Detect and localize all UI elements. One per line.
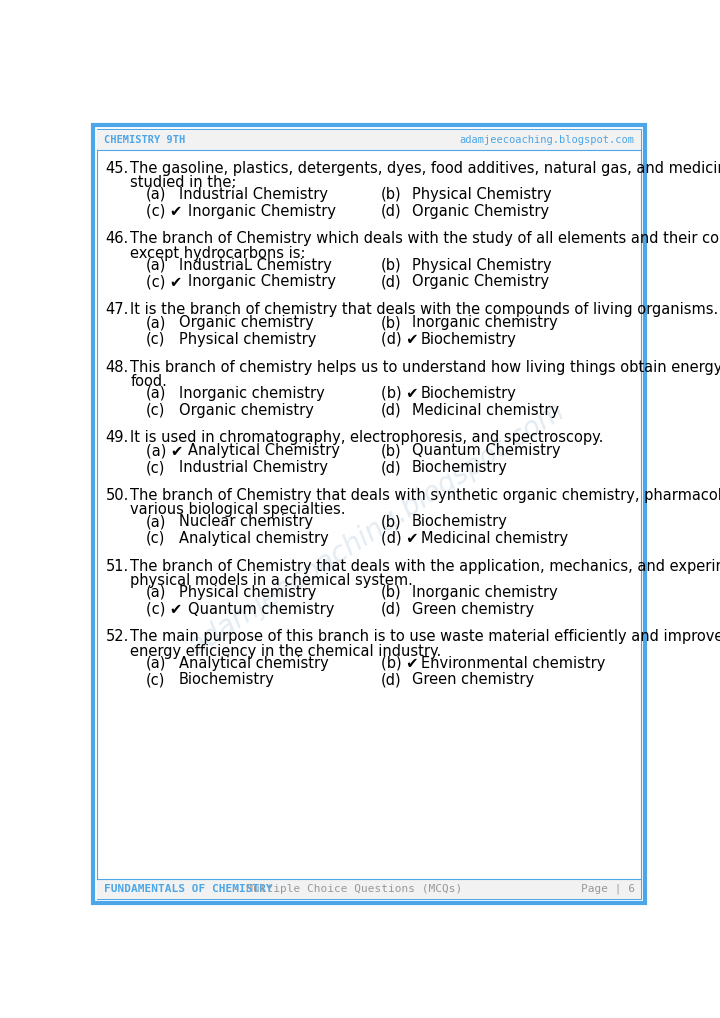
Text: 49.: 49. bbox=[106, 431, 129, 446]
Text: (c): (c) bbox=[145, 673, 165, 687]
Text: The main purpose of this branch is to use waste material efficiently and improve: The main purpose of this branch is to us… bbox=[130, 629, 720, 644]
Text: (c) ✔: (c) ✔ bbox=[145, 204, 182, 219]
Text: (d): (d) bbox=[381, 602, 401, 617]
Text: food.: food. bbox=[130, 374, 167, 389]
Text: (a): (a) bbox=[145, 584, 166, 600]
Text: (d): (d) bbox=[381, 275, 401, 289]
Text: The gasoline, plastics, detergents, dyes, food additives, natural gas, and medic: The gasoline, plastics, detergents, dyes… bbox=[130, 161, 720, 176]
Text: (c): (c) bbox=[145, 531, 165, 546]
Text: It is the branch of chemistry that deals with the compounds of living organisms.: It is the branch of chemistry that deals… bbox=[130, 302, 719, 318]
Text: Quantum chemistry: Quantum chemistry bbox=[189, 602, 335, 617]
Text: Physical Chemistry: Physical Chemistry bbox=[412, 258, 552, 273]
Text: (d): (d) bbox=[381, 403, 401, 417]
Text: (a): (a) bbox=[145, 386, 166, 401]
Text: (b): (b) bbox=[381, 514, 401, 529]
Text: - Multiple Choice Questions (MCQs): - Multiple Choice Questions (MCQs) bbox=[226, 884, 463, 894]
Text: Biochemistry: Biochemistry bbox=[179, 673, 275, 687]
Text: Industrial Chemistry: Industrial Chemistry bbox=[179, 186, 328, 202]
Text: Nuclear chemistry: Nuclear chemistry bbox=[179, 514, 313, 529]
Text: Organic Chemistry: Organic Chemistry bbox=[412, 204, 549, 219]
Text: Industrial Chemistry: Industrial Chemistry bbox=[179, 460, 328, 475]
Text: Inorganic Chemistry: Inorganic Chemistry bbox=[189, 204, 336, 219]
Text: (a): (a) bbox=[145, 656, 166, 671]
Text: (b): (b) bbox=[381, 584, 401, 600]
Text: Physical chemistry: Physical chemistry bbox=[179, 332, 317, 347]
Bar bbox=[97, 880, 641, 899]
Text: IndustriaL Chemistry: IndustriaL Chemistry bbox=[179, 258, 332, 273]
Text: Green chemistry: Green chemistry bbox=[412, 602, 534, 617]
Text: The branch of Chemistry that deals with the application, mechanics, and experime: The branch of Chemistry that deals with … bbox=[130, 559, 720, 574]
Text: studied in the:: studied in the: bbox=[130, 175, 237, 190]
Text: 52.: 52. bbox=[106, 629, 129, 644]
Text: Organic Chemistry: Organic Chemistry bbox=[412, 275, 549, 289]
Text: Biochemistry: Biochemistry bbox=[421, 386, 517, 401]
Text: 48.: 48. bbox=[106, 359, 129, 375]
Text: (d): (d) bbox=[381, 460, 401, 475]
Text: Organic chemistry: Organic chemistry bbox=[179, 315, 314, 330]
Text: 47.: 47. bbox=[106, 302, 129, 318]
Text: (c): (c) bbox=[145, 332, 165, 347]
Text: The branch of Chemistry that deals with synthetic organic chemistry, pharmacolog: The branch of Chemistry that deals with … bbox=[130, 488, 720, 503]
Text: (a): (a) bbox=[145, 258, 166, 273]
Text: Organic chemistry: Organic chemistry bbox=[179, 403, 314, 417]
Text: 50.: 50. bbox=[106, 488, 129, 503]
Text: (d): (d) bbox=[381, 204, 401, 219]
Text: The branch of Chemistry which deals with the study of all elements and their com: The branch of Chemistry which deals with… bbox=[130, 231, 720, 246]
Text: (c) ✔: (c) ✔ bbox=[145, 275, 182, 289]
Text: (b): (b) bbox=[381, 443, 401, 458]
Text: (a): (a) bbox=[145, 514, 166, 529]
Bar bbox=[97, 130, 641, 150]
Text: various biological specialties.: various biological specialties. bbox=[130, 502, 346, 517]
Text: Inorganic chemistry: Inorganic chemistry bbox=[412, 584, 557, 600]
Text: except hydrocarbons is:: except hydrocarbons is: bbox=[130, 245, 306, 261]
Text: adamjeecoaching.blogspot.com: adamjeecoaching.blogspot.com bbox=[184, 396, 570, 661]
Text: This branch of chemistry helps us to understand how living things obtain energy : This branch of chemistry helps us to und… bbox=[130, 359, 720, 375]
Text: Page | 6: Page | 6 bbox=[581, 884, 635, 895]
Text: Quantum Chemistry: Quantum Chemistry bbox=[412, 443, 560, 458]
Text: (b) ✔: (b) ✔ bbox=[381, 386, 418, 401]
Text: Biochemistry: Biochemistry bbox=[412, 460, 508, 475]
Text: (b): (b) bbox=[381, 258, 401, 273]
Text: FUNDAMENTALS OF CHEMISTRY: FUNDAMENTALS OF CHEMISTRY bbox=[104, 884, 273, 894]
Text: Analytical chemistry: Analytical chemistry bbox=[179, 656, 329, 671]
Text: energy efficiency in the chemical industry.: energy efficiency in the chemical indust… bbox=[130, 643, 441, 659]
Text: It is used in chromatography, electrophoresis, and spectroscopy.: It is used in chromatography, electropho… bbox=[130, 431, 603, 446]
Text: Medicinal chemistry: Medicinal chemistry bbox=[421, 531, 568, 546]
Text: Inorganic chemistry: Inorganic chemistry bbox=[179, 386, 325, 401]
Text: Medicinal chemistry: Medicinal chemistry bbox=[412, 403, 559, 417]
Text: (c): (c) bbox=[145, 403, 165, 417]
Text: Analytical Chemistry: Analytical Chemistry bbox=[189, 443, 341, 458]
Text: (c) ✔: (c) ✔ bbox=[145, 602, 182, 617]
Text: Physical Chemistry: Physical Chemistry bbox=[412, 186, 552, 202]
Text: (d): (d) bbox=[381, 673, 401, 687]
Text: Inorganic chemistry: Inorganic chemistry bbox=[412, 315, 557, 330]
Text: CHEMISTRY 9TH: CHEMISTRY 9TH bbox=[104, 134, 185, 145]
Text: (a): (a) bbox=[145, 315, 166, 330]
Text: 45.: 45. bbox=[106, 161, 129, 176]
Text: (d) ✔: (d) ✔ bbox=[381, 332, 418, 347]
Text: Green chemistry: Green chemistry bbox=[412, 673, 534, 687]
Text: (c): (c) bbox=[145, 460, 165, 475]
Text: (b) ✔: (b) ✔ bbox=[381, 656, 418, 671]
Text: physical models in a chemical system.: physical models in a chemical system. bbox=[130, 573, 413, 588]
Text: (b): (b) bbox=[381, 315, 401, 330]
Text: Physical chemistry: Physical chemistry bbox=[179, 584, 317, 600]
Text: (a) ✔: (a) ✔ bbox=[145, 443, 183, 458]
Text: Biochemistry: Biochemistry bbox=[421, 332, 517, 347]
Text: adamjeecoaching.blogspot.com: adamjeecoaching.blogspot.com bbox=[459, 134, 634, 145]
Text: (b): (b) bbox=[381, 186, 401, 202]
Text: 46.: 46. bbox=[106, 231, 129, 246]
Text: 51.: 51. bbox=[106, 559, 129, 574]
Text: Analytical chemistry: Analytical chemistry bbox=[179, 531, 329, 546]
Text: (a): (a) bbox=[145, 186, 166, 202]
Text: Biochemistry: Biochemistry bbox=[412, 514, 508, 529]
Text: Inorganic Chemistry: Inorganic Chemistry bbox=[189, 275, 336, 289]
Text: Environmental chemistry: Environmental chemistry bbox=[421, 656, 606, 671]
Text: (d) ✔: (d) ✔ bbox=[381, 531, 418, 546]
